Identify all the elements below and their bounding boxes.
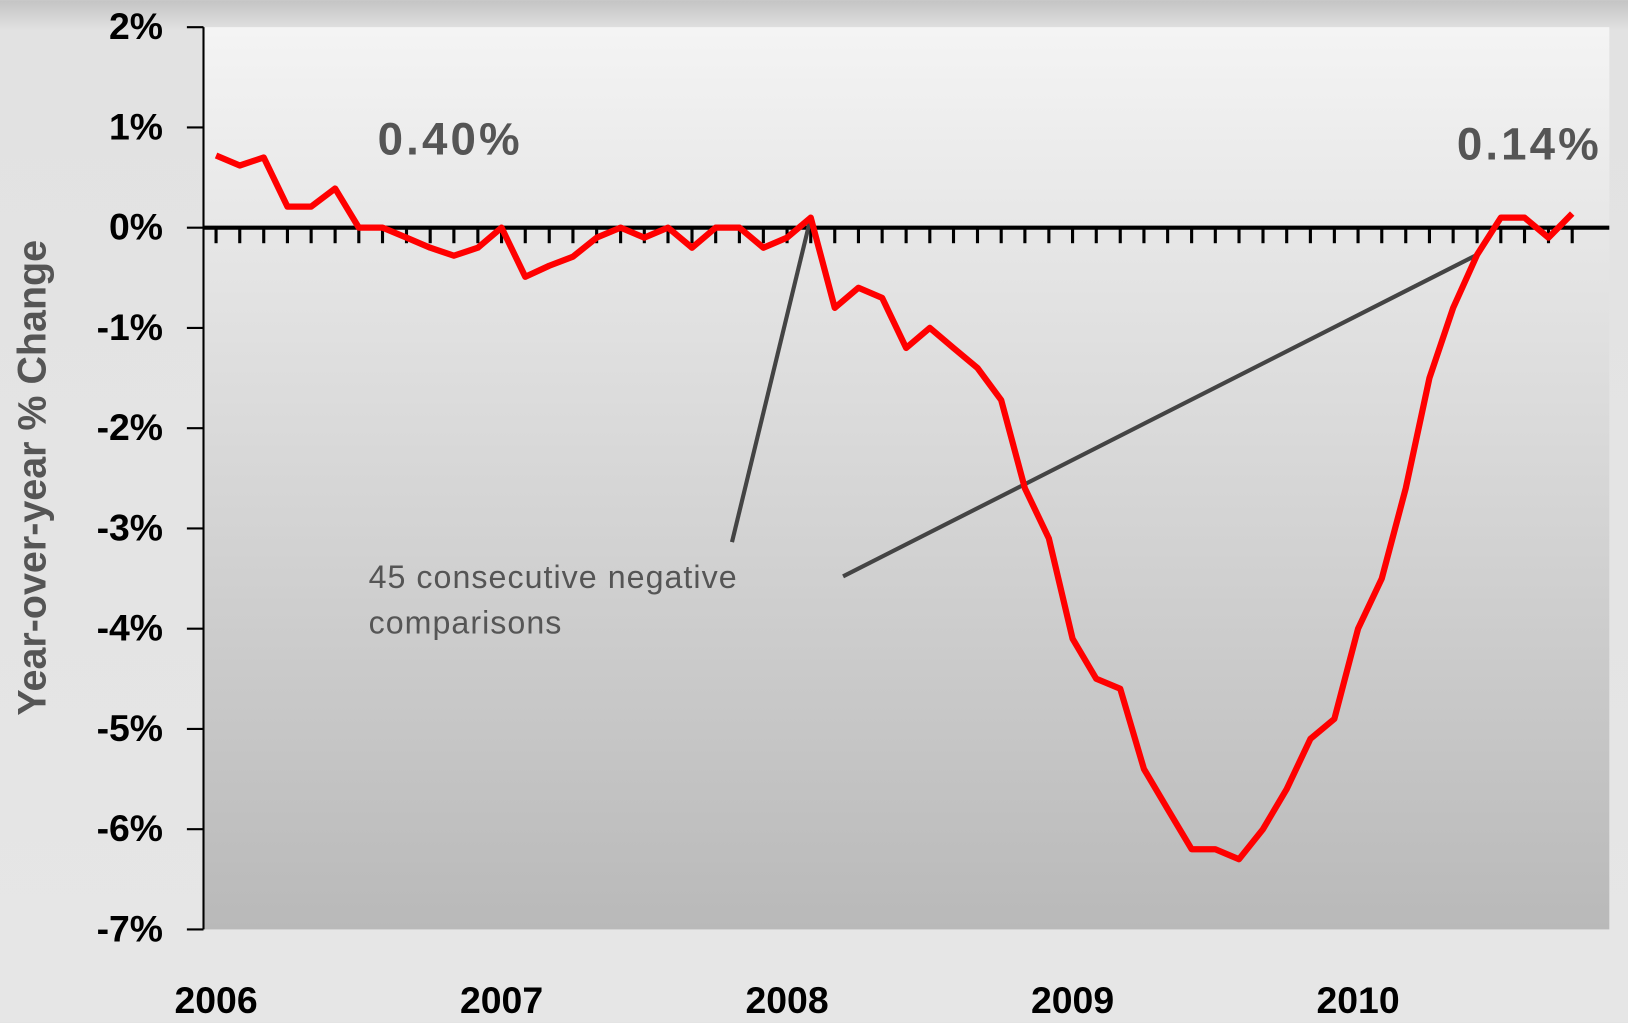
y-tick-label: -1% bbox=[97, 306, 163, 348]
data-line bbox=[214, 152, 1575, 863]
x-tick-label: 2006 bbox=[174, 979, 257, 1021]
y-tick-label: 0% bbox=[109, 206, 163, 248]
y-tick-label: -5% bbox=[97, 707, 163, 749]
annotation: 0.40% bbox=[378, 113, 523, 164]
y-tick-label: -6% bbox=[97, 807, 163, 849]
y-tick-label: -2% bbox=[97, 406, 163, 448]
callout-text: comparisons bbox=[369, 605, 563, 641]
plot-area bbox=[203, 27, 1610, 930]
x-tick-label: 2009 bbox=[1031, 979, 1114, 1021]
callout-line bbox=[729, 217, 813, 543]
y-tick-label: 1% bbox=[109, 105, 163, 147]
y-tick-label: 2% bbox=[109, 5, 163, 47]
annotation: 0.14% bbox=[1457, 119, 1602, 170]
callout-line bbox=[842, 252, 1479, 579]
y-axis-label: Year-over-year % Change bbox=[11, 240, 55, 716]
x-tick-label: 2010 bbox=[1317, 979, 1400, 1021]
y-tick-label: -3% bbox=[97, 506, 163, 548]
x-tick-label: 2007 bbox=[460, 979, 543, 1021]
x-tick-label: 2008 bbox=[746, 979, 829, 1021]
y-tick-label: -4% bbox=[97, 607, 163, 649]
y-tick-label: -7% bbox=[97, 907, 163, 949]
callout-text: 45 consecutive negative bbox=[369, 559, 738, 595]
